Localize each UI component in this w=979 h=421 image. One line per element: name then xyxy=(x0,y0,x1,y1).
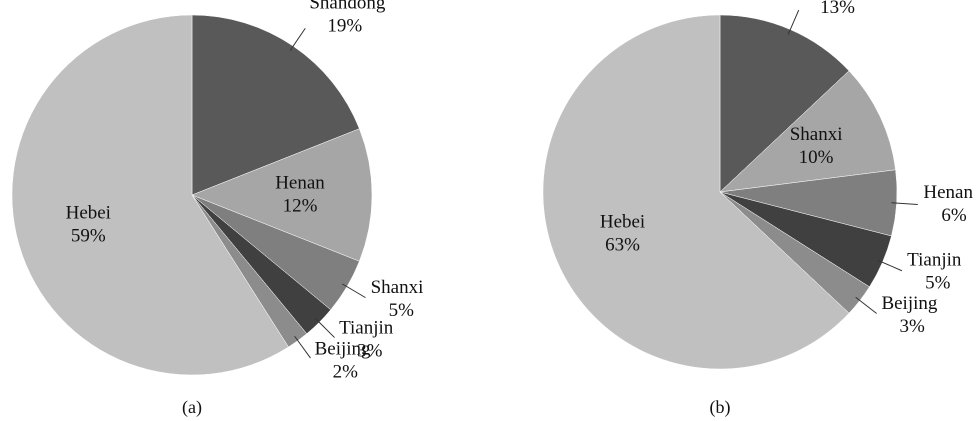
slice-value-label: 10% xyxy=(799,147,834,168)
slice-name: Hebei xyxy=(600,212,645,233)
slice-value-label: 5% xyxy=(389,300,415,321)
slice-name: Henan xyxy=(923,182,973,203)
leader-line xyxy=(891,202,918,205)
leader-line xyxy=(342,283,366,299)
slice-name: Tianjin xyxy=(339,317,394,338)
slice-name: Shanxi xyxy=(371,277,424,298)
slice-name: Tianjin xyxy=(907,249,962,270)
leader-line xyxy=(294,335,311,359)
leader-line xyxy=(877,259,903,272)
leader-line xyxy=(787,9,800,35)
slice-value-label: 2% xyxy=(333,361,359,382)
leader-line xyxy=(315,318,335,338)
chart-caption: (b) xyxy=(710,397,731,418)
slice-value-label: 19% xyxy=(327,16,362,37)
slice-name: Beijing xyxy=(881,293,937,314)
leader-line xyxy=(855,296,877,314)
pie-slice xyxy=(191,128,373,262)
slice-name: Hebei xyxy=(66,202,111,223)
slice-value-label: 3% xyxy=(357,340,383,361)
slice-name: Shandong xyxy=(309,0,386,14)
slice-name: Shanxi xyxy=(790,124,843,145)
slice-value-label: 63% xyxy=(605,235,640,256)
slice-value-label: 5% xyxy=(925,272,951,293)
slice-value-label: 6% xyxy=(941,205,967,226)
slice-name: Henan xyxy=(275,172,325,193)
slice-value-label: 59% xyxy=(71,225,106,246)
chart-caption: (a) xyxy=(182,397,202,418)
pie-slice xyxy=(11,14,289,376)
pie-slice xyxy=(719,70,896,193)
slice-name: Beijing xyxy=(315,338,371,359)
slice-value-label: 3% xyxy=(899,316,925,337)
pie-slice xyxy=(542,14,850,370)
leader-line xyxy=(289,27,306,51)
slice-value-label: 12% xyxy=(283,195,318,216)
slice-value-label: 13% xyxy=(820,0,855,18)
